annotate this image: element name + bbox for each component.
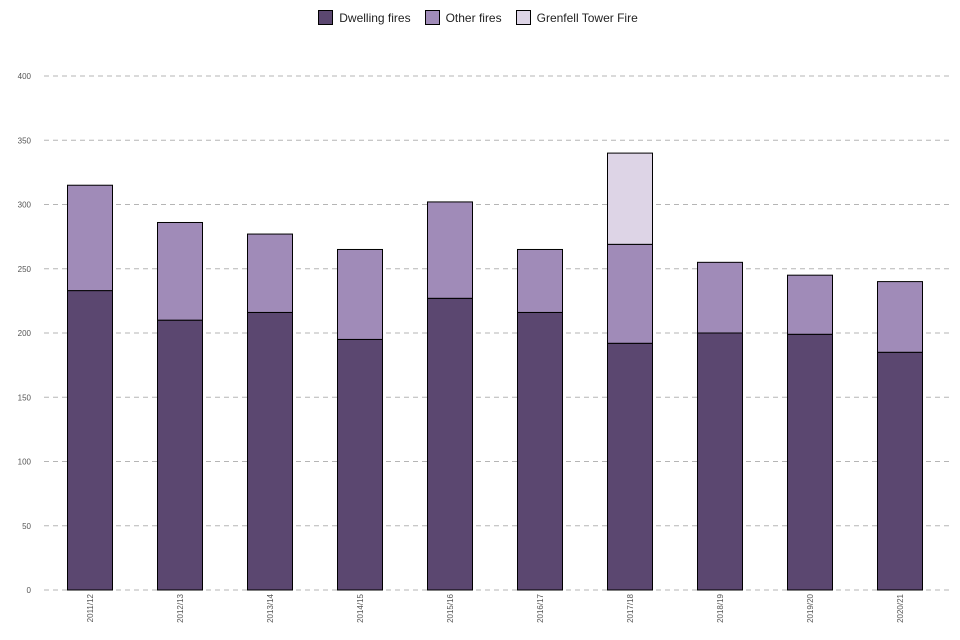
x-tick-label-2018-19: 2018/19 bbox=[716, 593, 725, 622]
legend-swatch-other-fires bbox=[424, 10, 440, 25]
bar-dwelling-fires-2014-15 bbox=[337, 338, 383, 591]
y-tick-label-50: 50 bbox=[22, 522, 31, 531]
bar-other-fires-2013-14 bbox=[247, 233, 293, 313]
y-tick-label-400: 400 bbox=[18, 72, 32, 81]
legend-swatch-dwelling-fires bbox=[318, 10, 334, 25]
bar-other-fires-2015-16 bbox=[427, 201, 473, 299]
y-tick-label-350: 350 bbox=[18, 136, 32, 145]
bar-dwelling-fires-2011-12 bbox=[67, 290, 113, 591]
bar-other-fires-2018-19 bbox=[697, 261, 743, 334]
bar-other-fires-2019-20 bbox=[787, 274, 833, 335]
bar-other-fires-2011-12 bbox=[67, 184, 113, 292]
bar-other-fires-2014-15 bbox=[337, 248, 383, 340]
bar-dwelling-fires-2013-14 bbox=[247, 311, 293, 591]
x-tick-label-2016-17: 2016/17 bbox=[536, 593, 545, 622]
legend-label-dwelling-fires: Dwelling fires bbox=[339, 10, 411, 25]
bar-dwelling-fires-2017-18 bbox=[607, 342, 653, 591]
x-tick-label-2014-15: 2014/15 bbox=[356, 593, 365, 622]
bar-dwelling-fires-2020-21 bbox=[877, 351, 923, 591]
x-axis: 2011/12 2012/13 2013/14 2014/15 2015/16 2016/… bbox=[86, 593, 905, 622]
x-tick-label-2011-12: 2011/12 bbox=[86, 593, 95, 622]
bar-other-fires-2017-18 bbox=[607, 243, 653, 344]
y-tick-label-300: 300 bbox=[18, 201, 32, 210]
legend-item-other-fires: Other fires bbox=[424, 10, 502, 25]
bar-other-fires-2020-21 bbox=[877, 281, 923, 353]
bar-other-fires-2012-13 bbox=[157, 221, 203, 321]
bars bbox=[67, 152, 923, 591]
bar-dwelling-fires-2015-16 bbox=[427, 297, 473, 591]
y-tick-label-150: 150 bbox=[18, 393, 32, 402]
y-tick-label-100: 100 bbox=[18, 458, 32, 467]
y-tick-label-250: 250 bbox=[18, 265, 32, 274]
bar-dwelling-fires-2012-13 bbox=[157, 319, 203, 591]
legend-item-dwelling-fires: Dwelling fires bbox=[318, 10, 411, 25]
legend-label-other-fires: Other fires bbox=[445, 10, 502, 25]
bar-other-fires-2016-17 bbox=[517, 248, 563, 313]
legend-swatch-grenfell-tower-fire bbox=[515, 10, 531, 25]
chart-legend: Dwelling fires Other fires Grenfell Towe… bbox=[0, 10, 960, 25]
x-tick-label-2013-14: 2013/14 bbox=[266, 593, 275, 622]
x-tick-label-2019-20: 2019/20 bbox=[806, 593, 815, 622]
bar-dwelling-fires-2018-19 bbox=[697, 332, 743, 591]
y-tick-label-0: 0 bbox=[27, 586, 32, 595]
bar-dwelling-fires-2019-20 bbox=[787, 333, 833, 591]
y-axis: 0 50 100 150 200 250 300 350 400 bbox=[18, 72, 32, 595]
y-tick-label-200: 200 bbox=[18, 329, 32, 338]
bar-grenfell-tower-fire-2017-18 bbox=[607, 152, 653, 245]
bar-dwelling-fires-2016-17 bbox=[517, 311, 563, 591]
x-tick-label-2015-16: 2015/16 bbox=[446, 593, 455, 622]
x-tick-label-2012-13: 2012/13 bbox=[176, 593, 185, 622]
legend-item-grenfell-tower-fire: Grenfell Tower Fire bbox=[515, 10, 638, 25]
x-tick-label-2017-18: 2017/18 bbox=[626, 593, 635, 622]
legend-label-grenfell-tower-fire: Grenfell Tower Fire bbox=[536, 10, 638, 25]
x-tick-label-2020-21: 2020/21 bbox=[896, 593, 905, 622]
